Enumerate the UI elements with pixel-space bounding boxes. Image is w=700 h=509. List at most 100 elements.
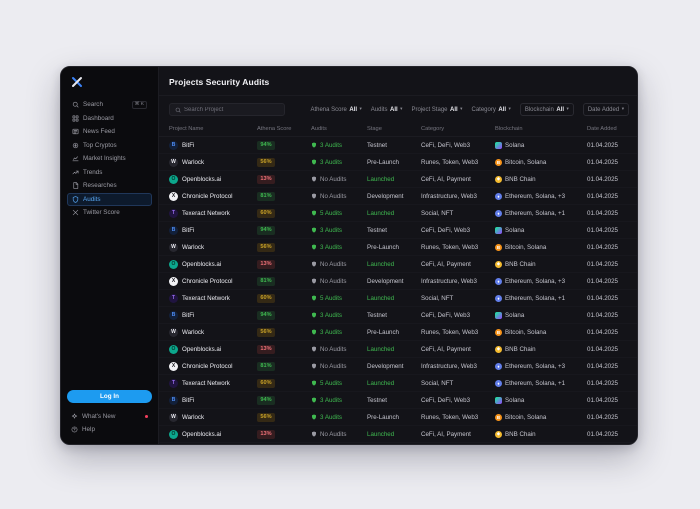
ethereum-icon: ♦ bbox=[495, 294, 502, 302]
table-row[interactable]: W Warlock 56% 3 Audits Pre-Launch Runes,… bbox=[159, 409, 637, 426]
sidebar-item-help[interactable]: Help bbox=[67, 423, 152, 436]
table-row[interactable]: B BitFi 94% 3 Audits Testnet CeFi, DeFi,… bbox=[159, 137, 637, 154]
table-row[interactable]: B BitFi 94% 3 Audits Testnet CeFi, DeFi,… bbox=[159, 392, 637, 409]
project-search-box[interactable] bbox=[169, 103, 285, 116]
blockchain-label: Ethereum, Solana, +3 bbox=[505, 362, 566, 370]
category-cell: CeFi, AI, Payment bbox=[421, 345, 471, 353]
sidebar-item-dashboard[interactable]: Dashboard bbox=[67, 112, 152, 126]
sidebar-item-audits[interactable]: Audits bbox=[67, 192, 152, 206]
app-logo[interactable] bbox=[71, 76, 83, 88]
stage-cell: Launched bbox=[367, 260, 395, 268]
table-row[interactable]: O Openblocks.ai 13% No Audits Launched C… bbox=[159, 256, 637, 273]
column-header: Category bbox=[421, 126, 445, 132]
column-header: Date Added bbox=[587, 126, 617, 132]
bnb-icon: ◆ bbox=[495, 430, 502, 438]
project-name: Openblocks.ai bbox=[182, 345, 222, 353]
athena-score-cell: 56% bbox=[257, 327, 311, 337]
athena-score-badge: 81% bbox=[257, 191, 275, 201]
table-row[interactable]: T Texeract Network 60% 5 Audits Launched… bbox=[159, 290, 637, 307]
audits-cell: No Audits bbox=[311, 176, 367, 183]
table-row[interactable]: T Texeract Network 60% 5 Audits Launched… bbox=[159, 375, 637, 392]
sparkle-icon bbox=[71, 413, 78, 419]
blockchain-label: BNB Chain bbox=[505, 430, 536, 438]
athena-score-badge: 81% bbox=[257, 361, 275, 371]
bnb-icon: ◆ bbox=[495, 175, 502, 183]
audits-cell: 5 Audits bbox=[311, 210, 367, 217]
table-row[interactable]: W Warlock 56% 3 Audits Pre-Launch Runes,… bbox=[159, 324, 637, 341]
date-added-cell: 01.04.2025 bbox=[587, 345, 618, 353]
audits-label: 3 Audits bbox=[320, 243, 343, 251]
table-row[interactable]: W Warlock 56% 3 Audits Pre-Launch Runes,… bbox=[159, 239, 637, 256]
sidebar-item-top-cryptos[interactable]: Top Cryptos bbox=[67, 139, 152, 153]
project-name-cell: B BitFi bbox=[169, 225, 257, 235]
blockchain-cell: B Bitcoin, Solana bbox=[495, 158, 587, 166]
bnb-icon: ◆ bbox=[495, 260, 502, 268]
audits-label: No Audits bbox=[320, 345, 347, 353]
audit-shield-icon bbox=[311, 346, 317, 352]
athena-score-cell: 94% bbox=[257, 225, 311, 235]
filter-date-added[interactable]: Date Added ▾ bbox=[582, 103, 629, 116]
trending-up-icon bbox=[72, 169, 79, 176]
solana-icon bbox=[495, 226, 502, 234]
sidebar-item-label: Top Cryptos bbox=[83, 141, 117, 149]
table-row[interactable]: X Chronicle Protocol 81% No Audits Devel… bbox=[159, 273, 637, 290]
filter-audits[interactable]: Audits All ▾ bbox=[371, 107, 403, 113]
filter-athena-score[interactable]: Athena Score All ▾ bbox=[310, 107, 361, 113]
filter-category[interactable]: Category All ▾ bbox=[471, 107, 510, 113]
ethereum-icon: ♦ bbox=[495, 209, 502, 217]
help-icon bbox=[71, 426, 78, 433]
project-name-cell: W Warlock bbox=[169, 327, 257, 337]
table-row[interactable]: B BitFi 94% 3 Audits Testnet CeFi, DeFi,… bbox=[159, 307, 637, 324]
sidebar-item-label: Twitter Score bbox=[83, 209, 120, 217]
sidebar-item-news-feed[interactable]: News Feed bbox=[67, 125, 152, 139]
sidebar: Search ⌘ K Dashboard News Feed Top Crypt… bbox=[61, 67, 159, 444]
blockchain-cell: ♦ Ethereum, Solana, +3 bbox=[495, 192, 587, 200]
blockchain-label: Bitcoin, Solana bbox=[505, 413, 547, 421]
category-cell: Runes, Token, Web3 bbox=[421, 158, 479, 166]
sidebar-item-whats-new[interactable]: What's New bbox=[67, 410, 152, 423]
project-name: Warlock bbox=[182, 413, 205, 421]
filter-label: Category bbox=[471, 106, 496, 113]
project-name: Chronicle Protocol bbox=[182, 362, 233, 370]
table-row[interactable]: W Warlock 56% 3 Audits Pre-Launch Runes,… bbox=[159, 154, 637, 171]
blockchain-label: Solana bbox=[505, 226, 525, 234]
date-added-cell: 01.04.2025 bbox=[587, 260, 618, 268]
table-row[interactable]: X Chronicle Protocol 81% No Audits Devel… bbox=[159, 188, 637, 205]
login-button[interactable]: Log In bbox=[67, 390, 152, 403]
table-row[interactable]: O Openblocks.ai 13% No Audits Launched C… bbox=[159, 341, 637, 358]
category-cell: Runes, Token, Web3 bbox=[421, 413, 479, 421]
date-added-cell: 01.04.2025 bbox=[587, 294, 618, 302]
table-row[interactable]: T Texeract Network 60% 5 Audits Launched… bbox=[159, 205, 637, 222]
search-input[interactable] bbox=[184, 106, 279, 113]
sidebar-item-market-insights[interactable]: Market Insights bbox=[67, 152, 152, 166]
audit-shield-icon bbox=[311, 329, 317, 335]
table-row[interactable]: O Openblocks.ai 13% No Audits Launched C… bbox=[159, 426, 637, 443]
category-cell: Runes, Token, Web3 bbox=[421, 328, 479, 336]
project-name-cell: T Texeract Network bbox=[169, 378, 257, 388]
table-row[interactable]: O Openblocks.ai 13% No Audits Launched C… bbox=[159, 171, 637, 188]
project-name: Warlock bbox=[182, 158, 205, 166]
project-name-cell: B BitFi bbox=[169, 140, 257, 150]
project-avatar-icon: X bbox=[169, 361, 178, 371]
blockchain-cell: ♦ Ethereum, Solana, +3 bbox=[495, 362, 587, 370]
sidebar-item-trends[interactable]: Trends bbox=[67, 166, 152, 180]
stage-cell: Pre-Launch bbox=[367, 243, 399, 251]
filter-project-stage[interactable]: Project Stage All ▾ bbox=[411, 107, 462, 113]
sidebar-item-researches[interactable]: Researches bbox=[67, 179, 152, 193]
table-row[interactable]: X Chronicle Protocol 81% No Audits Devel… bbox=[159, 358, 637, 375]
chevron-down-icon: ▾ bbox=[508, 106, 511, 112]
stage-cell: Development bbox=[367, 277, 404, 285]
audits-cell: 3 Audits bbox=[311, 414, 367, 421]
sidebar-item-search[interactable]: Search ⌘ K bbox=[67, 98, 152, 112]
date-added-cell: 01.04.2025 bbox=[587, 379, 618, 387]
table-row[interactable]: B BitFi 94% 3 Audits Testnet CeFi, DeFi,… bbox=[159, 222, 637, 239]
blockchain-label: Bitcoin, Solana bbox=[505, 158, 547, 166]
help-label: Help bbox=[82, 426, 95, 433]
sidebar-item-twitter-score[interactable]: Twitter Score bbox=[67, 206, 152, 220]
audits-cell: No Audits bbox=[311, 261, 367, 268]
athena-score-cell: 56% bbox=[257, 157, 311, 167]
project-name-cell: B BitFi bbox=[169, 395, 257, 405]
filter-blockchain[interactable]: Blockchain All ▾ bbox=[519, 103, 574, 116]
x-twitter-icon bbox=[72, 209, 79, 216]
blockchain-label: BNB Chain bbox=[505, 175, 536, 183]
